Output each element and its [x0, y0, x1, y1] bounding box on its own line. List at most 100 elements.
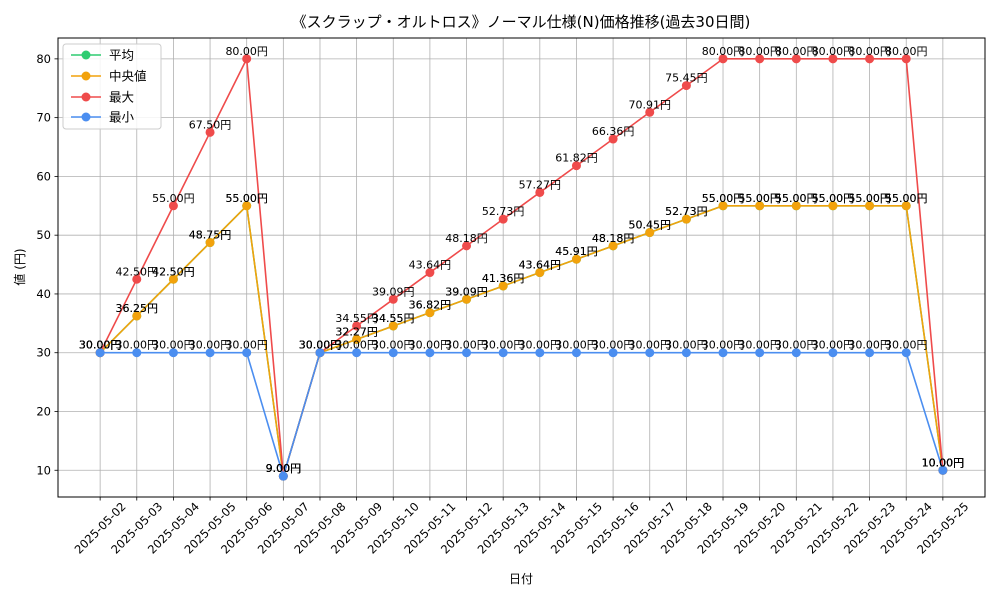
median-point — [791, 201, 801, 211]
max-value-label: 67.50円 — [189, 118, 232, 131]
legend-label: 最大 — [109, 90, 134, 105]
max-point — [132, 274, 142, 284]
average-value-label: 55.00円 — [848, 192, 891, 205]
median-value-label: 45.91円 — [555, 245, 598, 258]
min-value-label: 9.00円 — [266, 462, 302, 475]
median-point — [645, 228, 655, 238]
median-value-label: 50.45円 — [628, 219, 671, 232]
max-point — [205, 127, 215, 137]
median-point — [462, 294, 472, 304]
min-value-label: 30.00円 — [812, 339, 855, 352]
average-value-label: 30.00円 — [299, 339, 342, 352]
min-value-label: 30.00円 — [225, 339, 268, 352]
min-point — [608, 348, 618, 358]
median-point — [242, 201, 252, 211]
average-value-label: 36.25円 — [116, 302, 159, 315]
median-point — [828, 201, 838, 211]
min-value-label: 30.00円 — [152, 339, 195, 352]
median-value-label: 55.00円 — [775, 192, 818, 205]
max-point — [571, 161, 581, 171]
max-value-label: 30.00円 — [79, 339, 122, 352]
average-value-label: 55.00円 — [702, 192, 745, 205]
min-value-label: 30.00円 — [628, 339, 671, 352]
median-point — [352, 334, 362, 344]
min-value-label: 30.00円 — [335, 339, 378, 352]
max-point — [865, 54, 875, 64]
average-value-label: 41.36円 — [482, 272, 525, 285]
data-value-labels: 30.00円 36.25円 42.50円 48.75円 55.00円 9.00円 30.00… — [79, 45, 964, 475]
median-value-label: 55.00円 — [225, 192, 268, 205]
median-value-label: 32.27円 — [335, 325, 378, 338]
min-point — [571, 348, 581, 358]
max-value-label: 39.09円 — [372, 285, 415, 298]
median-point — [755, 201, 765, 211]
min-value-label: 30.00円 — [592, 339, 635, 352]
series-lines — [95, 54, 948, 481]
min-point — [791, 348, 801, 358]
max-point — [718, 54, 728, 64]
y-tick-label: 40 — [36, 287, 51, 301]
max-value-label: 80.00円 — [738, 45, 781, 58]
min-point — [168, 348, 178, 358]
median-value-label: 39.09円 — [445, 285, 488, 298]
average-value-label: 55.00円 — [775, 192, 818, 205]
median-point — [535, 268, 545, 278]
median-value-label: 30.00円 — [299, 339, 342, 352]
x-axis-label: 日付 — [509, 572, 533, 586]
average-value-label: 55.00円 — [225, 192, 268, 205]
average-value-label: 50.45円 — [628, 219, 671, 232]
average-value-label: 48.18円 — [592, 232, 635, 245]
max-value-label: 75.45円 — [665, 72, 708, 85]
median-point — [168, 274, 178, 284]
min-point — [462, 348, 472, 358]
y-tick-label: 30 — [36, 346, 51, 360]
y-tick-label: 80 — [36, 52, 51, 66]
median-point — [865, 201, 875, 211]
min-point — [938, 465, 948, 475]
median-value-label: 36.82円 — [409, 299, 452, 312]
min-value-label: 10.00円 — [922, 456, 965, 469]
min-value-label: 30.00円 — [519, 339, 562, 352]
average-value-label: 10.00円 — [922, 456, 965, 469]
median-point — [608, 241, 618, 251]
min-point — [755, 348, 765, 358]
max-point — [828, 54, 838, 64]
average-value-label: 32.27円 — [335, 325, 378, 338]
median-value-label: 41.36円 — [482, 272, 525, 285]
y-axis-label: 値 (円) — [12, 248, 27, 285]
min-point — [865, 348, 875, 358]
median-value-label: 36.25円 — [116, 302, 159, 315]
average-value-label: 52.73円 — [665, 205, 708, 218]
median-value-label: 55.00円 — [702, 192, 745, 205]
max-point — [168, 201, 178, 211]
max-value-label: 10.00円 — [922, 456, 965, 469]
max-value-label: 66.36円 — [592, 125, 635, 138]
max-point — [498, 214, 508, 224]
min-point — [901, 348, 911, 358]
median-value-label: 43.64円 — [519, 259, 562, 272]
min-point — [681, 348, 691, 358]
min-point — [718, 348, 728, 358]
legend-frame — [62, 43, 162, 130]
max-point — [425, 268, 435, 278]
median-value-label: 34.55円 — [372, 312, 415, 325]
median-value-label: 48.18円 — [592, 232, 635, 245]
median-point — [388, 321, 398, 331]
legend-label: 平均 — [109, 48, 134, 63]
y-tick-label: 70 — [36, 111, 51, 125]
median-value-label: 52.73円 — [665, 205, 708, 218]
median-value-label: 42.50円 — [152, 265, 195, 278]
max-point — [645, 107, 655, 117]
median-point — [425, 308, 435, 318]
min-point — [242, 348, 252, 358]
min-value-label: 30.00円 — [885, 339, 928, 352]
median-value-label: 55.00円 — [848, 192, 891, 205]
max-point — [535, 187, 545, 197]
average-value-label: 9.00円 — [266, 462, 302, 475]
min-value-label: 30.00円 — [702, 339, 745, 352]
median-point — [571, 254, 581, 264]
max-value-label: 52.73円 — [482, 205, 525, 218]
min-value-label: 30.00円 — [299, 339, 342, 352]
max-value-label: 80.00円 — [225, 45, 268, 58]
max-point — [608, 134, 618, 144]
